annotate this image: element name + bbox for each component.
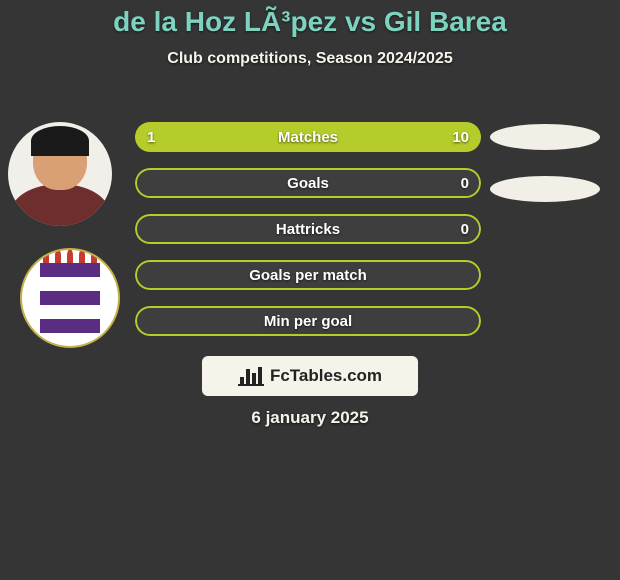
crest-stripe [40,319,100,333]
stat-bar: Goals per match [135,260,481,290]
bar-label: Hattricks [135,214,481,244]
bar-value-right: 0 [461,214,469,244]
left-column [8,122,118,348]
bar-value-left: 1 [147,122,155,152]
page-title: de la Hoz LÃ³pez vs Gil Barea [0,0,620,38]
right-column [490,122,610,228]
bar-label: Matches [135,122,481,152]
flame-icon [43,249,49,263]
bar-label: Min per goal [135,306,481,336]
avatar-hair [31,126,89,156]
flame-icon [79,249,85,263]
bar-label: Goals [135,168,481,198]
crest-stripe [40,277,100,291]
bar-label: Goals per match [135,260,481,290]
stat-bar: Hattricks0 [135,214,481,244]
crest-flames [40,249,100,265]
footer-date: 6 january 2025 [0,408,620,428]
crest-stripe [40,305,100,319]
opponent-ellipse [490,176,600,202]
flame-icon [55,249,61,263]
subtitle: Club competitions, Season 2024/2025 [0,50,620,68]
brand-text: FcTables.com [270,366,382,386]
avatar-shoulders [10,184,110,226]
crest-stripe [40,263,100,277]
flame-icon [67,249,73,263]
stat-bar: Goals0 [135,168,481,198]
player-avatar [8,122,112,226]
stats-bars: Matches110Goals0Hattricks0Goals per matc… [135,122,481,352]
crest-shield [40,263,100,333]
comparison-card: de la Hoz LÃ³pez vs Gil Barea Club compe… [0,0,620,580]
stat-bar: Min per goal [135,306,481,336]
crest-stripe [40,291,100,305]
club-crest [20,248,120,348]
stat-bar: Matches1 10 [135,122,481,152]
opponent-ellipse [490,124,600,150]
bar-value-right: 10 [452,122,469,152]
bar-chart-icon [238,365,264,387]
flame-icon [91,249,97,263]
bar-value-right: 0 [461,168,469,198]
brand-badge: FcTables.com [202,356,418,396]
